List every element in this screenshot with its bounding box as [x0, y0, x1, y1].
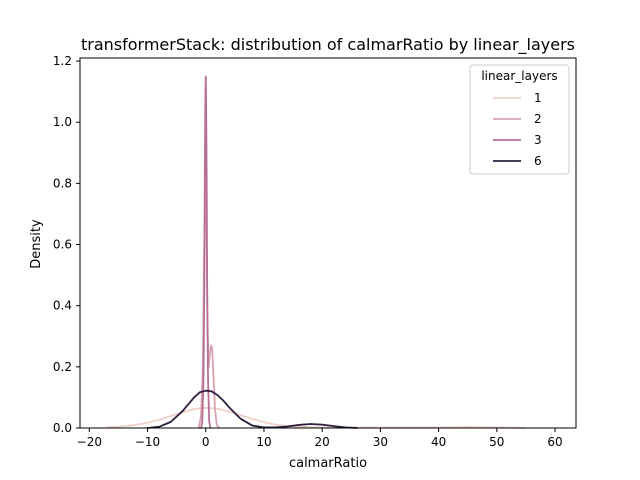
x-tick-label: 20 — [315, 435, 330, 449]
x-tick-label: 0 — [202, 435, 210, 449]
legend: linear_layers 1 2 3 6 — [469, 64, 570, 175]
y-axis-label: Density — [29, 219, 44, 269]
series-line-3 — [200, 75, 212, 429]
plot-frame — [79, 57, 577, 429]
series-line-6 — [146, 389, 359, 429]
axes-layer: −20 −10 0 10 20 30 40 50 60 0.0 0.2 0.4 0.6 0.8 1.0 1.2 — [53, 54, 577, 449]
legend-label-6: 6 — [534, 154, 542, 168]
x-tick-label: 30 — [373, 435, 388, 449]
x-axis-label: calmarRatio — [289, 456, 367, 471]
x-tick-label: 60 — [547, 435, 562, 449]
y-tick-label: 1.0 — [53, 115, 72, 129]
legend-label-3: 3 — [534, 133, 542, 147]
x-tick-label: 50 — [489, 435, 504, 449]
legend-label-1: 1 — [534, 91, 542, 105]
y-tick-label: 0.4 — [53, 299, 72, 313]
y-tick-label: 0.2 — [53, 360, 72, 374]
x-tick-label: −20 — [77, 435, 102, 449]
x-tick-label: 40 — [431, 435, 446, 449]
legend-title: linear_layers — [481, 69, 557, 83]
y-tick-label: 0.0 — [53, 421, 72, 435]
chart-title: transformerStack: distribution of calmar… — [81, 35, 575, 55]
y-tick-label: 1.2 — [53, 54, 72, 68]
y-tick-label: 0.6 — [53, 238, 72, 252]
x-tick-label: −10 — [135, 435, 160, 449]
x-tick-label: 10 — [256, 435, 271, 449]
legend-label-2: 2 — [534, 112, 542, 126]
y-tick-label: 0.8 — [53, 176, 72, 190]
